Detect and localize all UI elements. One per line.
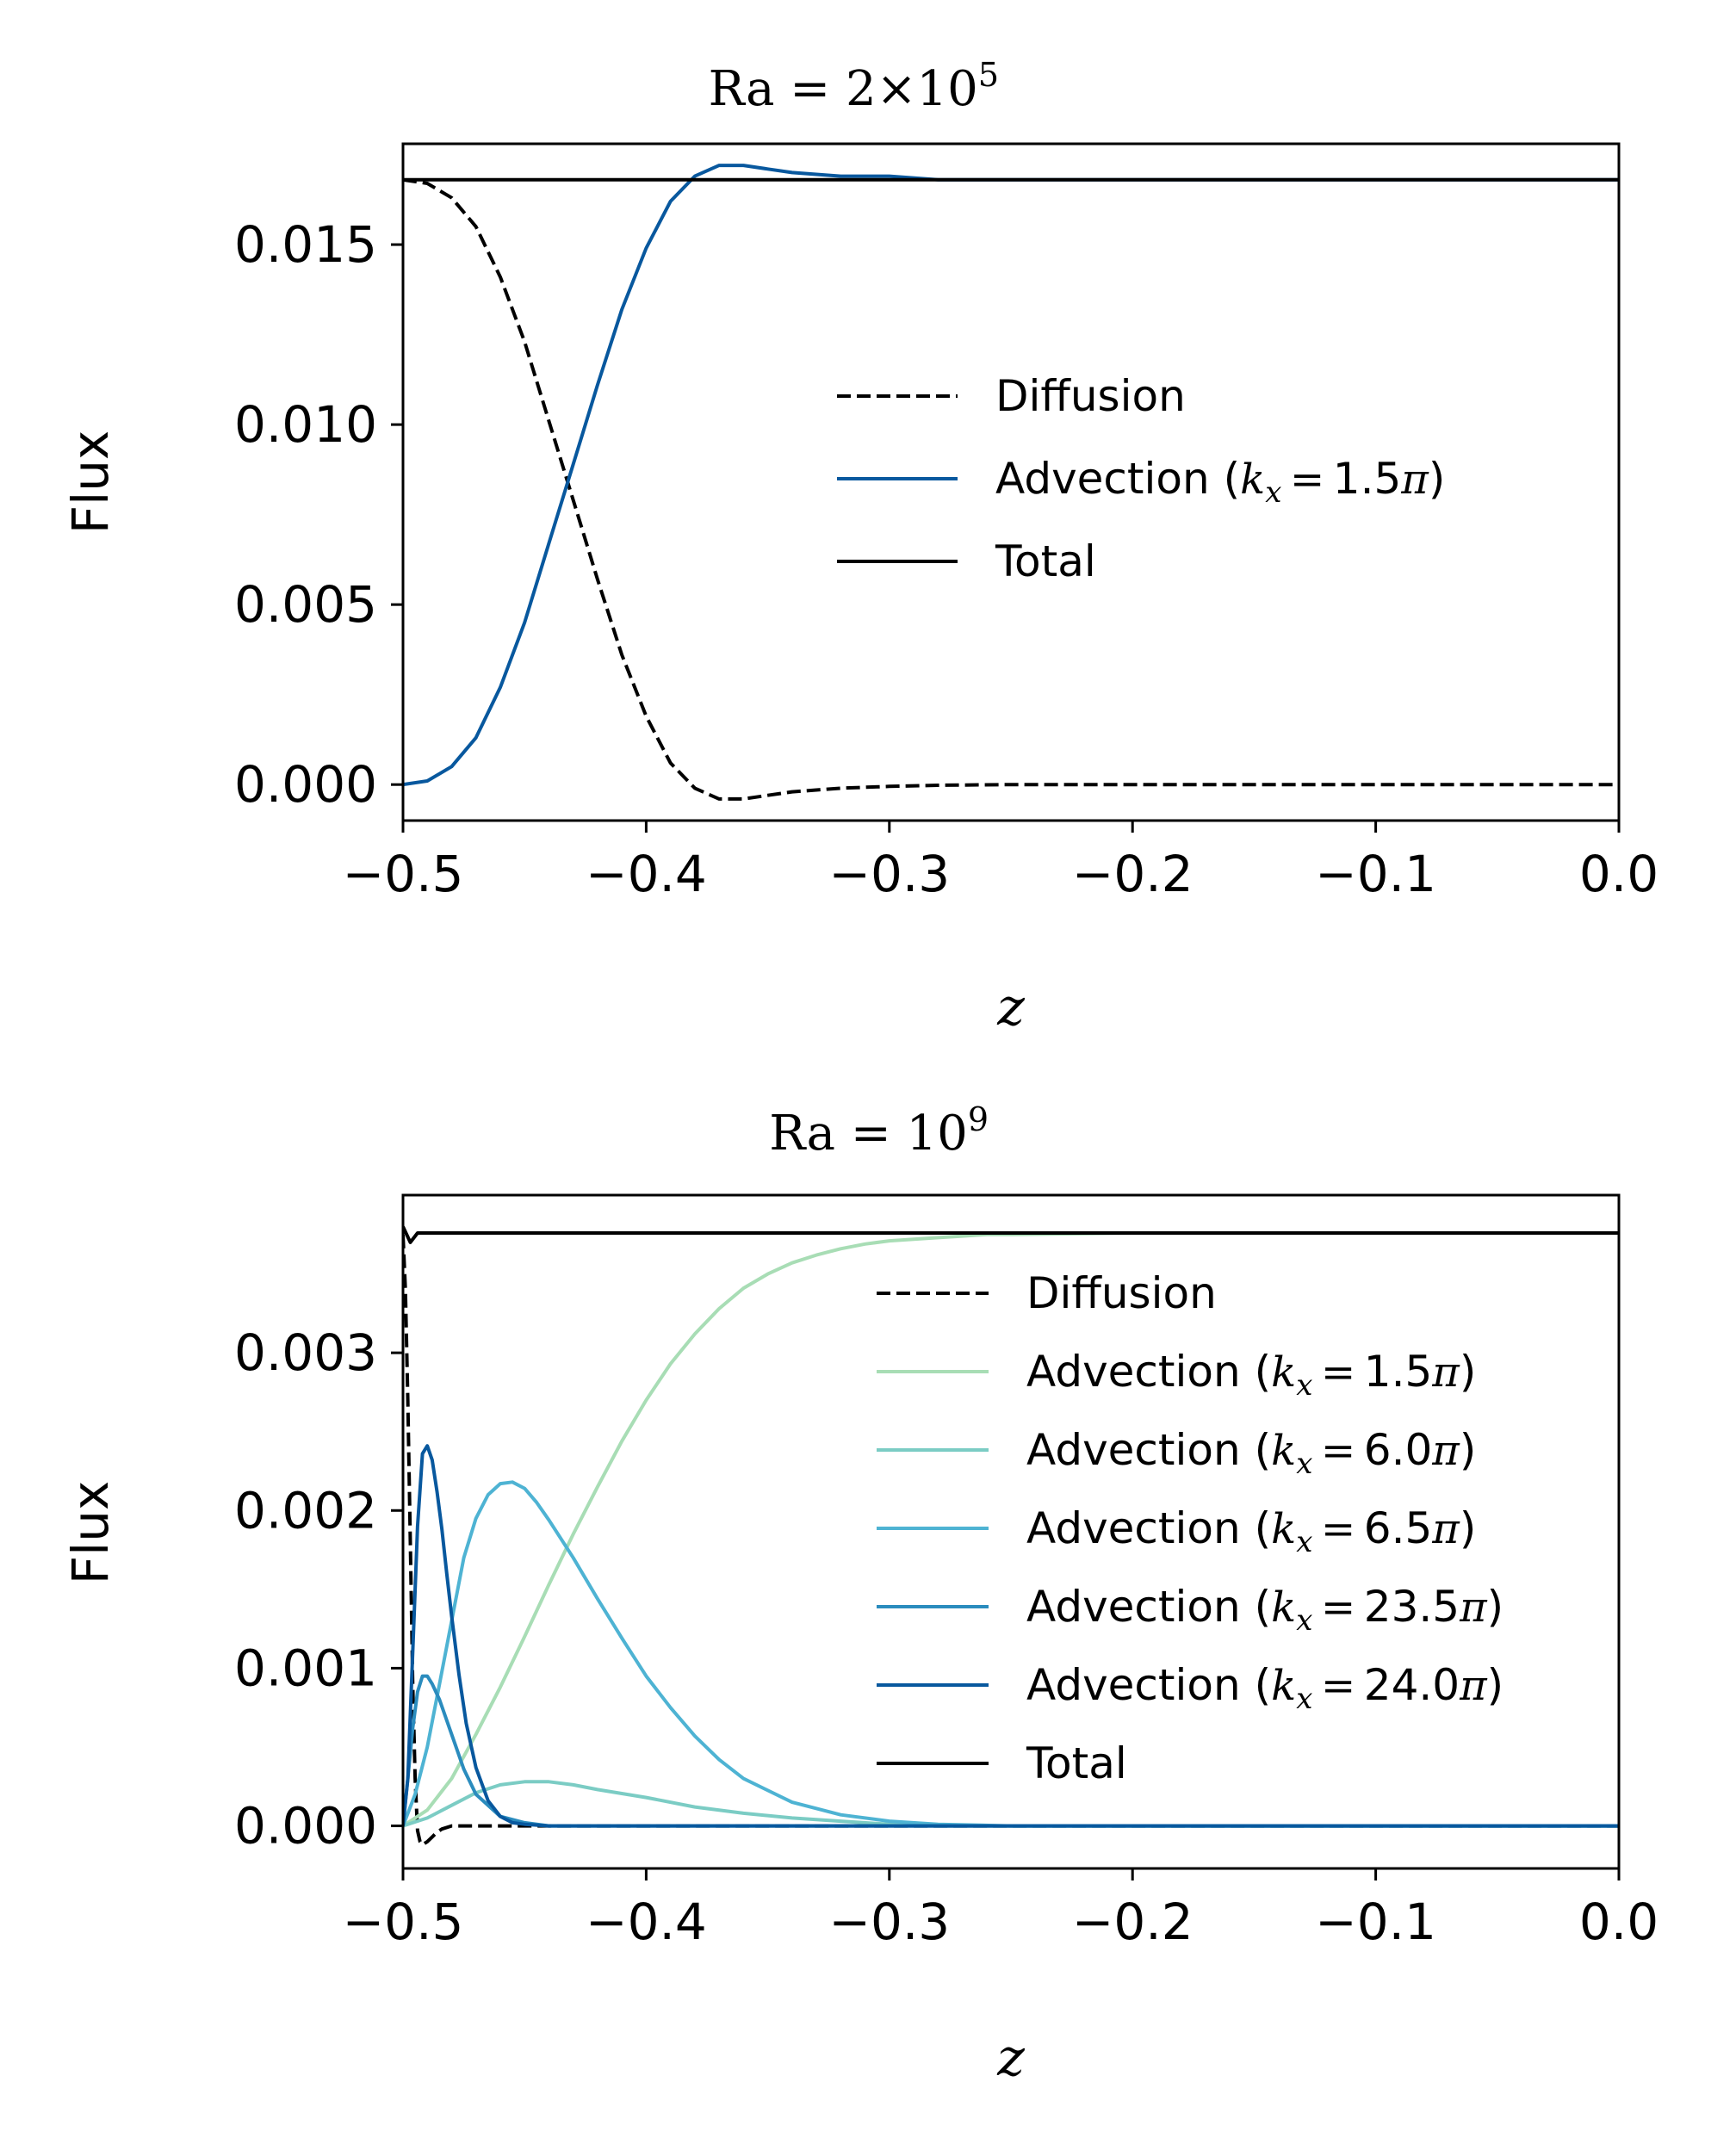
series-line-diffusion <box>403 177 1619 801</box>
y-tick-label: 0.010 <box>234 395 377 454</box>
chart-title-exponent: 9 <box>968 1100 989 1138</box>
legend-label: Advection (kx = 1.5π) <box>995 454 1445 510</box>
legend-label: Advection (kx = 6.5π) <box>1026 1503 1476 1559</box>
legend-entry-advection-kx-6-0: Advection (kx = 6.0π) <box>877 1425 1476 1481</box>
x-axis-ticks: −0.5 −0.4 −0.3 −0.2 −0.1 0.0 <box>343 821 1658 903</box>
x-tick-label: −0.3 <box>828 1893 950 1951</box>
y-tick-label: 0.000 <box>234 1797 377 1856</box>
chart-title-exponent: 5 <box>978 56 999 94</box>
legend-label: Advection (kx = 24.0π) <box>1026 1660 1504 1716</box>
x-tick-label: −0.2 <box>1072 845 1194 903</box>
series-line-advection-kx-24-0 <box>403 1444 1619 1828</box>
x-tick-label: −0.3 <box>828 845 950 903</box>
legend-label: Diffusion <box>1026 1268 1217 1318</box>
y-axis-ticks: 0.000 0.005 0.010 0.015 <box>234 215 403 814</box>
x-tick-label: −0.4 <box>586 845 707 903</box>
plot-frame <box>401 1193 1621 1870</box>
legend-entry-total: Total <box>877 1738 1127 1788</box>
legend-label: Advection (kx = 1.5π) <box>1026 1347 1476 1403</box>
chart-title: Ra = 109 <box>769 1100 989 1162</box>
x-tick-label: 0.0 <box>1579 1893 1658 1951</box>
plot-frame <box>401 142 1621 822</box>
legend: Diffusion Advection (kx = 1.5π) Advection … <box>877 1268 1504 1788</box>
y-axis-label: Flux <box>61 1481 120 1585</box>
y-tick-label: 0.002 <box>234 1481 377 1540</box>
plot-area <box>403 1225 1619 1847</box>
legend-entry-total: Total <box>837 536 1096 586</box>
legend-label: Total <box>995 536 1096 586</box>
y-tick-label: 0.005 <box>234 575 377 634</box>
series-line-total <box>403 1225 1619 1244</box>
x-axis-label: z <box>996 2028 1025 2088</box>
x-tick-label: −0.5 <box>343 845 464 903</box>
legend-entry-diffusion: Diffusion <box>877 1268 1217 1318</box>
chart-title: Ra = 2×105 <box>709 56 999 117</box>
x-axis-ticks: −0.5 −0.4 −0.3 −0.2 −0.1 0.0 <box>343 1868 1658 1951</box>
plot-area <box>403 164 1619 801</box>
legend-entry-advection-kx-24-0: Advection (kx = 24.0π) <box>877 1660 1504 1716</box>
y-axis-ticks: 0.000 0.001 0.002 0.003 <box>234 1323 403 1856</box>
legend: Diffusion Advection (kx = 1.5π) Total <box>837 371 1445 586</box>
legend-entry-diffusion: Diffusion <box>837 371 1186 421</box>
series-line-advection-kx-1-5 <box>403 1231 1619 1828</box>
chart-title-base: Ra = 10 <box>769 1106 968 1162</box>
x-axis-label: z <box>996 977 1025 1038</box>
legend-entry-advection-kx-1-5: Advection (kx = 1.5π) <box>837 454 1445 510</box>
legend-label: Advection (kx = 6.0π) <box>1026 1425 1476 1481</box>
chart-title-base: Ra = 2×10 <box>709 61 978 117</box>
legend-label: Advection (kx = 23.5π) <box>1026 1582 1504 1638</box>
legend-entry-advection-kx-23-5: Advection (kx = 23.5π) <box>877 1582 1504 1638</box>
x-tick-label: −0.1 <box>1315 845 1436 903</box>
y-axis-label: Flux <box>61 431 120 535</box>
x-tick-label: −0.4 <box>586 1893 707 1951</box>
x-tick-label: −0.1 <box>1315 1893 1436 1951</box>
y-tick-label: 0.000 <box>234 755 377 814</box>
y-tick-label: 0.003 <box>234 1323 377 1382</box>
x-tick-label: −0.2 <box>1072 1893 1194 1951</box>
legend-entry-advection-kx-6-5: Advection (kx = 6.5π) <box>877 1503 1476 1559</box>
legend-label: Diffusion <box>995 371 1186 421</box>
series-line-advection-kx-6-5 <box>403 1480 1619 1828</box>
y-tick-label: 0.015 <box>234 215 377 274</box>
legend-label: Total <box>1026 1738 1127 1788</box>
legend-entry-advection-kx-1-5: Advection (kx = 1.5π) <box>877 1347 1476 1403</box>
x-tick-label: −0.5 <box>343 1893 464 1951</box>
y-tick-label: 0.001 <box>234 1639 377 1697</box>
x-tick-label: 0.0 <box>1579 845 1658 903</box>
panel-top: Ra = 2×105 −0.5 −0.4 −0.3 −0.2 −0.1 0.0 0.000… <box>61 56 1658 1038</box>
panel-bottom: Ra = 109 −0.5 −0.4 −0.3 −0.2 −0.1 0.0 0.0000.… <box>61 1100 1658 2088</box>
